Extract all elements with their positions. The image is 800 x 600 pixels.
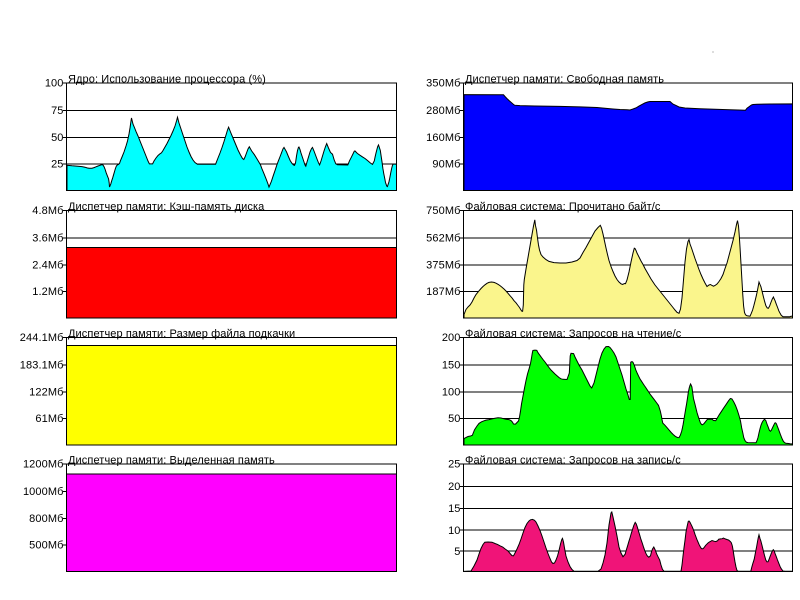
svg-text:25: 25 [51, 159, 63, 171]
svg-text:1000Мб: 1000Мб [23, 486, 64, 498]
svg-text:122Мб: 122Мб [29, 386, 63, 398]
svg-text:100: 100 [45, 78, 64, 90]
svg-text:Файловая система: Прочитано ба: Файловая система: Прочитано байт/с [465, 201, 661, 213]
svg-text:800Мб: 800Мб [29, 513, 63, 525]
svg-text:350Мб: 350Мб [426, 78, 460, 90]
svg-text:183.1Мб: 183.1Мб [20, 359, 64, 371]
svg-text:Диспетчер памяти: Размер файла: Диспетчер памяти: Размер файла подкачки [68, 328, 295, 340]
svg-text:280Мб: 280Мб [426, 105, 460, 117]
svg-text:Диспетчер памяти: Выделенная п: Диспетчер памяти: Выделенная память [68, 455, 275, 467]
svg-text:244.1Мб: 244.1Мб [20, 332, 64, 344]
svg-text:150: 150 [442, 359, 461, 371]
svg-text:1200Мб: 1200Мб [23, 459, 64, 471]
svg-text:90Мб: 90Мб [432, 159, 460, 171]
svg-text:5: 5 [454, 546, 460, 558]
svg-text:562Мб: 562Мб [426, 232, 460, 244]
svg-text:10: 10 [448, 525, 460, 537]
svg-text:75: 75 [51, 105, 63, 117]
svg-text:375Мб: 375Мб [426, 259, 460, 271]
svg-text:100: 100 [442, 386, 461, 398]
svg-text:50: 50 [51, 132, 63, 144]
svg-text:Ядро: Использование процессора: Ядро: Использование процессора (%) [68, 74, 266, 86]
svg-text:750Мб: 750Мб [426, 205, 460, 217]
svg-text:Файловая система: Запросов на: Файловая система: Запросов на запись/с [465, 455, 681, 467]
svg-text:25: 25 [448, 459, 460, 471]
svg-text:160Мб: 160Мб [426, 132, 460, 144]
svg-text:20: 20 [448, 481, 460, 493]
svg-text:Файловая система: Запросов на: Файловая система: Запросов на чтение/с [465, 328, 682, 340]
svg-text:200: 200 [442, 332, 461, 344]
svg-text:500Мб: 500Мб [29, 540, 63, 552]
svg-text:1.2Мб: 1.2Мб [32, 286, 63, 298]
svg-text:2.4Мб: 2.4Мб [32, 259, 63, 271]
svg-text:187Мб: 187Мб [426, 286, 460, 298]
svg-text:4.8Мб: 4.8Мб [32, 205, 63, 217]
svg-text:61Мб: 61Мб [35, 413, 63, 425]
svg-text:15: 15 [448, 503, 460, 515]
svg-text:Диспетчер памяти: Кэш-память д: Диспетчер памяти: Кэш-память диска [68, 201, 265, 213]
svg-text:3.6Мб: 3.6Мб [32, 232, 63, 244]
svg-text:Диспетчер памяти: Свободная па: Диспетчер памяти: Свободная память [465, 74, 664, 86]
svg-text:50: 50 [448, 413, 460, 425]
